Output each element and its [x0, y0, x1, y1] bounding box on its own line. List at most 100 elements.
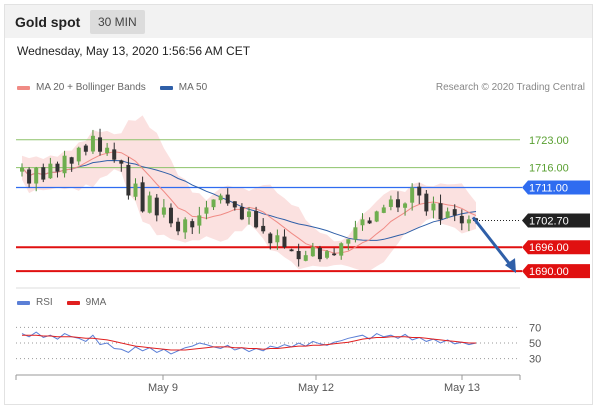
legend-ma50-label: MA 50	[178, 82, 208, 93]
candle-body	[410, 187, 415, 203]
candle-body	[27, 169, 32, 184]
candle-body	[395, 199, 400, 208]
candle-body	[41, 167, 46, 180]
candle-body	[83, 145, 88, 152]
legend-item-rsi: RSI	[17, 297, 53, 308]
candle-body	[161, 207, 166, 215]
forecast-arrowhead	[505, 258, 516, 274]
rsi-tick-1: 50	[529, 338, 541, 350]
candle-body	[225, 194, 230, 204]
bollinger-band	[22, 115, 476, 271]
candle-body	[268, 233, 273, 244]
candle-body	[367, 220, 372, 224]
candle-body	[360, 219, 365, 226]
candle-body	[20, 167, 24, 172]
candle-body	[332, 253, 337, 256]
candle-body	[133, 183, 138, 197]
candle-body	[374, 211, 379, 222]
candle-body	[247, 211, 251, 218]
candle-body	[211, 199, 216, 208]
candle-body	[34, 167, 39, 184]
timeframe-badge[interactable]: 30 MIN	[90, 10, 145, 34]
level-label-5: 1690.00	[529, 266, 569, 278]
candle-body	[424, 193, 429, 212]
chart-title: Gold spot	[15, 14, 81, 30]
level-tag-4	[522, 240, 590, 255]
candle-body	[147, 195, 152, 213]
ma50-swatch	[159, 85, 173, 90]
candle-body	[119, 160, 124, 164]
candle-body	[275, 235, 280, 243]
ma20-line	[21, 151, 477, 254]
legend-item-ma20: MA 20 + Bollinger Bands	[17, 82, 146, 93]
timestamp: Wednesday, May 13, 2020 1:56:56 AM CET	[17, 44, 251, 58]
candle-body	[90, 135, 95, 152]
x-tick-label-1: May 12	[298, 382, 334, 394]
level-label-3: 1702.70	[529, 216, 569, 228]
candle-body	[76, 147, 81, 162]
candle-body	[417, 186, 422, 196]
attribution: Research © 2020 Trading Central	[435, 82, 585, 93]
x-tick-label-2: May 13	[444, 382, 480, 394]
candle-body	[261, 225, 266, 232]
forecast-arrow	[471, 216, 514, 269]
level-label-4: 1696.00	[529, 242, 569, 254]
candle-body	[310, 247, 315, 257]
candle-body	[183, 219, 188, 233]
legend-item-ma50: MA 50	[159, 82, 208, 93]
candle-body	[98, 137, 103, 152]
level-label-1: 1716.00	[529, 163, 569, 175]
candle-body	[325, 251, 330, 258]
rsi-9ma-line	[22, 334, 476, 351]
candle-body	[431, 203, 436, 211]
candle-body	[62, 155, 67, 174]
rsi-swatch	[17, 300, 30, 305]
candle-body	[466, 219, 471, 224]
candle-body	[254, 210, 259, 228]
candle-body	[403, 203, 408, 208]
candle-body	[112, 149, 117, 160]
candle-body	[154, 197, 159, 216]
level-tag-3	[522, 213, 590, 228]
candle-body	[69, 157, 74, 164]
main-legend: MA 20 + Bollinger Bands MA 50	[17, 82, 221, 93]
candle-body	[381, 207, 386, 213]
x-tick-label-0: May 9	[148, 382, 178, 394]
candle-body	[126, 164, 131, 196]
candle-body	[459, 215, 464, 224]
candle-body	[346, 239, 351, 244]
candle-body	[232, 201, 237, 208]
candle-body	[289, 249, 294, 252]
candle-body	[388, 199, 393, 207]
candle-body	[353, 227, 358, 240]
candle-body	[438, 203, 443, 220]
level-tag-5	[522, 264, 590, 279]
level-label-2: 1711.00	[529, 183, 568, 195]
candles	[20, 128, 478, 267]
candle-body	[204, 207, 209, 214]
candle-body	[452, 209, 457, 216]
candle-body	[218, 195, 223, 201]
legend-rsi-label: RSI	[36, 297, 53, 308]
level-tag-2	[522, 180, 590, 195]
candle-body	[239, 207, 244, 220]
candle-body	[48, 163, 53, 179]
rsi-legend: RSI 9MA	[17, 297, 120, 308]
candle-body	[55, 163, 60, 172]
candle-body	[445, 211, 450, 218]
ma20-swatch	[17, 85, 30, 90]
legend-ma20-label: MA 20 + Bollinger Bands	[36, 82, 146, 93]
legend-item-9ma: 9MA	[66, 297, 106, 308]
candle-body	[140, 182, 145, 212]
candle-body	[317, 247, 322, 260]
candle-body	[168, 207, 173, 224]
chart-header: Gold spot 30 MIN	[4, 4, 593, 38]
candle-body	[296, 251, 301, 260]
candle-body	[105, 147, 110, 154]
ma9-swatch	[66, 300, 80, 305]
candle-body	[176, 221, 181, 232]
level-label-0: 1723.00	[529, 135, 569, 147]
candle-body	[339, 243, 344, 256]
candle-body	[190, 221, 195, 228]
